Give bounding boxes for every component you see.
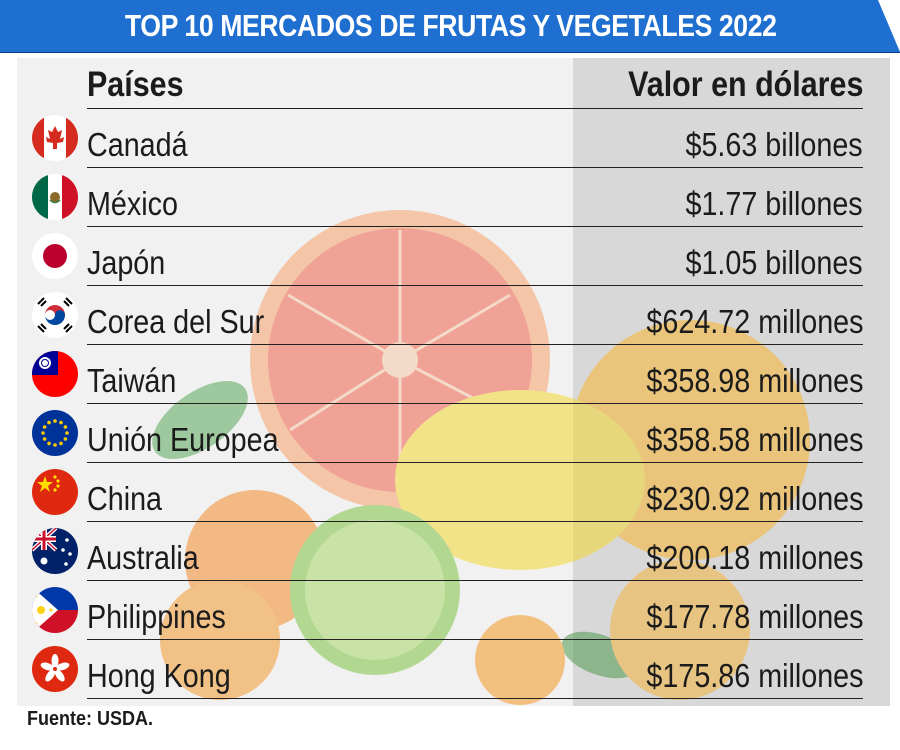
japan-flag-icon <box>32 233 78 279</box>
row-divider <box>87 167 863 168</box>
row-divider <box>87 580 863 581</box>
taiwan-flag-icon <box>32 351 78 397</box>
country-name: Philippines <box>87 598 226 635</box>
china-flag-icon <box>32 469 78 515</box>
title-banner: TOP 10 MERCADOS DE FRUTAS Y VEGETALES 20… <box>0 0 900 53</box>
table-row: Unión Europea $358.58 millones <box>0 406 900 465</box>
country-name: Japón <box>87 244 166 281</box>
country-name: Australia <box>87 539 199 576</box>
table-row: Hong Kong $175.86 millones <box>0 642 900 701</box>
trade-value: $358.98 millones <box>645 362 863 399</box>
table-header-row: Países Valor en dólares <box>0 52 900 111</box>
country-name: China <box>87 480 163 517</box>
european-union-flag-icon <box>32 410 78 456</box>
table-row: Australia $200.18 millones <box>0 524 900 583</box>
table-row: Taiwán $358.98 millones <box>0 347 900 406</box>
mexico-flag-icon <box>32 174 78 220</box>
row-divider <box>87 285 863 286</box>
page-title: TOP 10 MERCADOS DE FRUTAS Y VEGETALES 20… <box>124 8 777 43</box>
trade-value: $5.63 billones <box>685 126 863 163</box>
country-name: Taiwán <box>87 362 177 399</box>
country-name: Hong Kong <box>87 657 231 694</box>
table-row: China $230.92 millones <box>0 465 900 524</box>
row-divider <box>87 521 863 522</box>
trade-value: $230.92 millones <box>645 480 863 517</box>
row-divider <box>87 698 863 699</box>
value-column-header: Valor en dólares <box>627 65 863 104</box>
country-name: Unión Europea <box>87 421 279 458</box>
row-divider <box>87 403 863 404</box>
hong-kong-flag-icon <box>32 646 78 692</box>
country-name: Corea del Sur <box>87 303 265 340</box>
south-korea-flag-icon <box>32 292 78 338</box>
country-name: Canadá <box>87 126 188 163</box>
australia-flag-icon <box>32 528 78 574</box>
banner-corner-cut <box>878 0 900 52</box>
header-divider <box>87 108 863 109</box>
philippines-flag-icon <box>32 587 78 633</box>
trade-value: $1.77 billones <box>685 185 863 222</box>
trade-value: $624.72 millones <box>645 303 863 340</box>
row-divider <box>87 344 863 345</box>
country-name: México <box>87 185 178 222</box>
country-column-header: Países <box>87 65 184 104</box>
trade-value: $175.86 millones <box>645 657 863 694</box>
table-row: Japón $1.05 billones <box>0 229 900 288</box>
source-note: Fuente: USDA. <box>27 708 153 730</box>
trade-value: $177.78 millones <box>645 598 863 635</box>
row-divider <box>87 226 863 227</box>
trade-value: $358.58 millones <box>645 421 863 458</box>
table-row: México $1.77 billones <box>0 170 900 229</box>
table-row: Philippines $177.78 millones <box>0 583 900 642</box>
table-row: Corea del Sur $624.72 millones <box>0 288 900 347</box>
canada-flag-icon <box>32 115 78 161</box>
trade-value: $1.05 billones <box>685 244 863 281</box>
row-divider <box>87 639 863 640</box>
table-row: Canadá $5.63 billones <box>0 111 900 170</box>
row-divider <box>87 462 863 463</box>
trade-value: $200.18 millones <box>645 539 863 576</box>
